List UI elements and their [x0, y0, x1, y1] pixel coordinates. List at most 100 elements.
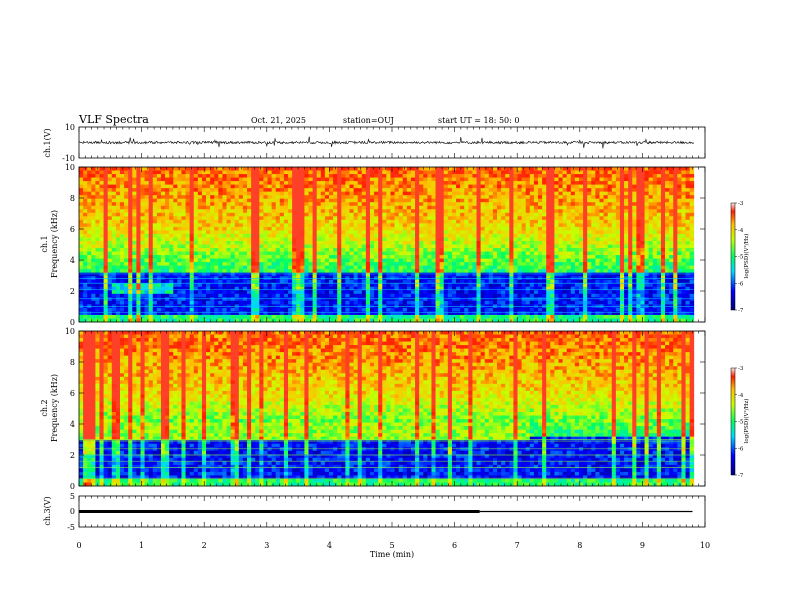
spectrogram-cell: [690, 273, 695, 277]
spectrogram-cell: [87, 237, 92, 241]
spectrogram-cell: [341, 195, 346, 199]
spectrogram-cell: [124, 230, 129, 234]
spectrogram-cell: [608, 241, 613, 245]
spectrogram-cell: [669, 255, 674, 259]
spectrogram-cell: [431, 245, 436, 249]
spectrogram-cell: [604, 181, 609, 185]
spectrogram-cell: [87, 276, 92, 280]
spectrogram-cell: [497, 206, 502, 210]
spectrogram-cell: [546, 220, 551, 224]
spectrogram-cell: [624, 248, 629, 252]
spectrogram-cell: [222, 188, 227, 192]
spectrogram-cell: [366, 220, 371, 224]
spectrogram-cell: [509, 195, 514, 199]
spectrogram-cell: [259, 188, 264, 192]
spectrogram-cell: [661, 181, 666, 185]
spectrogram-cell: [153, 269, 158, 273]
spectrogram-cell: [608, 167, 613, 171]
spectrogram-cell: [661, 188, 666, 192]
spectrogram-cell: [210, 192, 215, 196]
spectrogram-cell: [128, 227, 133, 231]
spectrogram-cell: [612, 241, 617, 245]
spectrogram-cell: [255, 185, 260, 189]
spectrogram-cell: [95, 171, 100, 175]
spectrogram-cell: [374, 259, 379, 263]
spectrogram-cell: [423, 266, 428, 270]
spectrogram-cell: [337, 167, 342, 171]
spectrogram-cell: [329, 209, 334, 213]
spectrogram-cell: [604, 255, 609, 259]
spectrogram-cell: [309, 199, 314, 203]
spectrogram-cell: [214, 192, 219, 196]
spectrogram-cell: [239, 241, 244, 245]
spectrogram-cell: [165, 248, 170, 252]
spectrogram-cell: [575, 202, 580, 206]
spectrogram-cell: [108, 195, 113, 199]
spectrogram-cell: [477, 167, 482, 171]
spectrogram-cell: [145, 192, 150, 196]
spectrogram-cell: [259, 255, 264, 259]
spectrogram-cell: [444, 188, 449, 192]
spectrogram-cell: [591, 220, 596, 224]
spectrogram-cell: [243, 199, 248, 203]
spectrogram-cell: [263, 209, 268, 213]
spectrogram-cell: [620, 269, 625, 273]
spectrogram-cell: [337, 185, 342, 189]
spectrogram-cell: [206, 248, 211, 252]
spectrogram-cell: [567, 223, 572, 227]
spectrogram-cell: [444, 266, 449, 270]
spectrogram-cell: [542, 202, 547, 206]
spectrogram-cell: [530, 259, 535, 263]
spectrogram-cell: [136, 220, 141, 224]
spectrogram-cell: [620, 266, 625, 270]
spectrogram-cell: [366, 237, 371, 241]
spectrogram-cell: [165, 241, 170, 245]
spectrogram-cell: [628, 241, 633, 245]
spectrogram-cell: [575, 188, 580, 192]
spectrogram-cell: [165, 167, 170, 171]
spectrogram-cell: [194, 209, 199, 213]
spectrogram-cell: [83, 195, 88, 199]
spectrogram-cell: [681, 213, 686, 217]
spectrogram-cell: [407, 174, 412, 178]
spectrogram-cell: [173, 171, 178, 175]
spectrogram-cell: [165, 266, 170, 270]
spectrogram-cell: [362, 234, 367, 238]
spectrogram-cell: [608, 209, 613, 213]
spectrogram-cell: [99, 234, 104, 238]
spectrogram-cell: [128, 276, 133, 280]
spectrogram-cell: [444, 252, 449, 256]
spectrogram-cell: [444, 195, 449, 199]
spectrogram-cell: [325, 178, 330, 182]
spectrogram-cell: [628, 171, 633, 175]
spectrogram-cell: [452, 227, 457, 231]
spectrogram-cell: [657, 216, 662, 220]
spectrogram-cell: [481, 223, 486, 227]
spectrogram-cell: [198, 262, 203, 266]
spectrogram-cell: [280, 195, 285, 199]
spectrogram-cell: [251, 234, 256, 238]
spectrogram-cell: [452, 276, 457, 280]
spectrogram-cell: [382, 171, 387, 175]
spectrogram-cell: [161, 216, 166, 220]
spectrogram-cell: [296, 181, 301, 185]
spectrogram-cell: [645, 171, 650, 175]
spectrogram-cell: [513, 181, 518, 185]
spectrogram-cell: [214, 273, 219, 277]
spectrogram-cell: [411, 252, 416, 256]
spectrogram-cell: [440, 206, 445, 210]
spectrogram-cell: [534, 181, 539, 185]
spectrogram-cell: [255, 230, 260, 234]
spectrogram-cell: [169, 206, 174, 210]
spectrogram-cell: [333, 188, 338, 192]
spectrogram-cell: [386, 255, 391, 259]
spectrogram-cell: [202, 216, 207, 220]
spectrogram-cell: [456, 252, 461, 256]
spectrogram-cell: [128, 266, 133, 270]
spectrogram-cell: [349, 209, 354, 213]
spectrogram-cell: [218, 185, 223, 189]
spectrogram-cell: [292, 252, 297, 256]
spectrogram-cell: [337, 202, 342, 206]
spectrogram-cell: [587, 174, 592, 178]
